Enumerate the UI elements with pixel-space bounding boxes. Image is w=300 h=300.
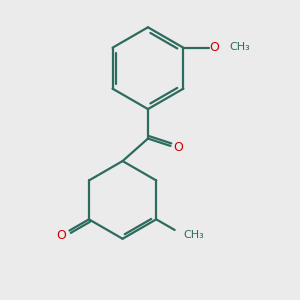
Text: O: O [57, 229, 67, 242]
Text: O: O [209, 41, 219, 54]
Text: CH₃: CH₃ [229, 42, 250, 52]
Text: CH₃: CH₃ [184, 230, 204, 240]
Text: O: O [173, 141, 183, 154]
